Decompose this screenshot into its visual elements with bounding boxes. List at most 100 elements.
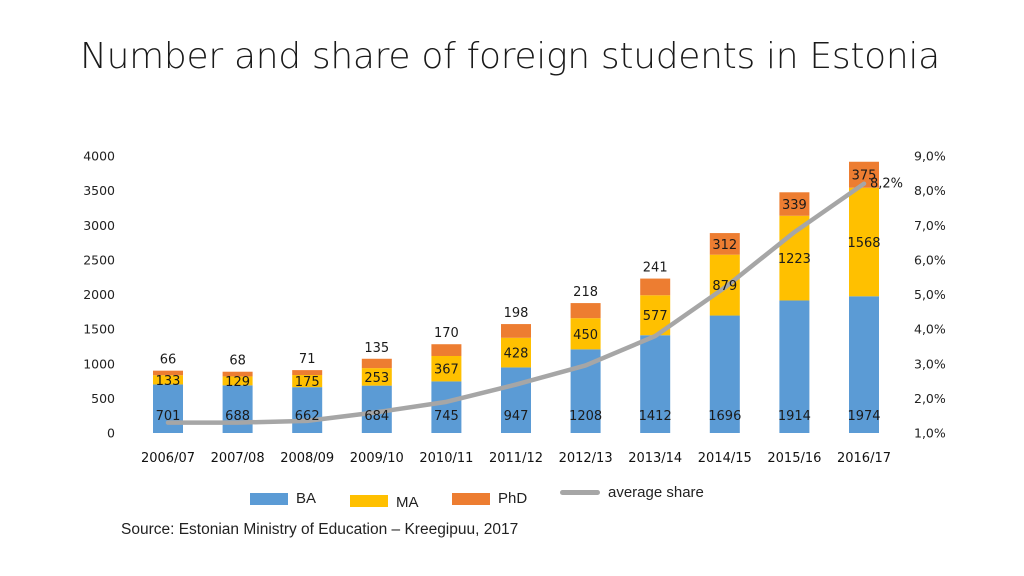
y2-tick-label: 2,0%	[914, 391, 946, 406]
bar-segment-ma	[431, 355, 462, 382]
bar-segment-ma	[570, 318, 601, 350]
bar-segment-ma	[222, 376, 253, 386]
legend-swatch-average-share	[560, 490, 600, 495]
data-label-ba: 947	[504, 409, 529, 424]
x-tick-label: 2016/17	[837, 451, 891, 466]
data-label-ma: 450	[573, 328, 598, 343]
y2-tick-label: 3,0%	[914, 356, 946, 371]
legend: BA MA PhD average share	[0, 484, 1024, 511]
data-label-ma: 129	[225, 375, 250, 390]
data-label-ma: 133	[156, 374, 181, 389]
data-label-ma: 1568	[847, 236, 880, 251]
x-tick-label: 2006/07	[141, 451, 195, 466]
y-tick-label: 2500	[83, 252, 115, 267]
bar-segment-ba	[153, 384, 183, 433]
y2-tick-label: 8,0%	[914, 183, 946, 198]
bar-segment-ma	[849, 187, 879, 297]
y2-tick-label: 9,0%	[914, 149, 946, 164]
legend-swatch-ba	[250, 492, 288, 505]
bar-segment-ba	[222, 385, 253, 433]
bar-segment-phd	[779, 192, 810, 216]
data-label-phd: 66	[160, 353, 177, 368]
data-label-phd: 339	[782, 198, 807, 213]
y2-tick-label: 4,0%	[914, 322, 946, 337]
bar-segment-ma	[292, 375, 323, 388]
bar-segment-ma	[361, 368, 392, 386]
y-tick-label: 4000	[83, 149, 115, 164]
data-label-ba: 1412	[639, 409, 672, 424]
bar-segment-phd	[709, 233, 740, 255]
legend-item-ma: MA	[350, 490, 419, 511]
legend-item-average-share: average share	[560, 484, 704, 501]
data-label-phd: 312	[712, 238, 737, 253]
data-label-ma: 428	[504, 347, 529, 362]
bar-segment-phd	[640, 278, 671, 296]
data-label-ba: 1208	[569, 409, 602, 424]
data-label-ma: 367	[434, 363, 459, 378]
data-label-phd: 198	[504, 306, 529, 321]
bar-segment-ba	[431, 381, 462, 433]
y-tick-label: 500	[91, 391, 115, 406]
data-label-ba: 745	[434, 409, 459, 424]
legend-swatch-phd	[452, 492, 490, 505]
data-label-ba: 1914	[778, 409, 811, 424]
x-tick-label: 2008/09	[280, 451, 334, 466]
x-tick-label: 2012/13	[559, 451, 613, 466]
bar-segment-phd	[361, 358, 392, 369]
data-label-ma: 253	[364, 371, 389, 386]
data-label-phd: 241	[643, 261, 668, 276]
bar-segment-phd	[431, 344, 462, 356]
y-tick-label: 2000	[83, 287, 115, 302]
data-label-phd: 170	[434, 326, 459, 341]
x-tick-label: 2009/10	[350, 451, 404, 466]
bar-segment-ba	[709, 315, 740, 433]
y2-tick-label: 5,0%	[914, 287, 946, 302]
x-tick-label: 2015/16	[767, 451, 821, 466]
legend-label-phd: PhD	[498, 490, 528, 507]
bar-segment-ba	[640, 335, 671, 433]
y2-tick-label: 7,0%	[914, 218, 946, 233]
y-tick-label: 3500	[83, 183, 115, 198]
y-tick-label: 3000	[83, 218, 115, 233]
data-label-phd: 71	[299, 352, 316, 367]
bar-segment-ba	[849, 296, 879, 433]
legend-item-ba: BA	[250, 490, 316, 507]
y-tick-label: 0	[107, 426, 115, 441]
y-tick-label: 1000	[83, 356, 115, 371]
legend-swatch-ma	[350, 494, 388, 507]
data-label-phd: 218	[573, 285, 598, 300]
bar-segment-phd	[570, 303, 601, 319]
legend-item-phd: PhD	[452, 490, 527, 507]
data-label-ba: 1696	[708, 409, 741, 424]
average-share-line	[165, 181, 867, 425]
y2-tick-label: 6,0%	[914, 252, 946, 267]
average-share-end-label: 8,2%	[870, 177, 903, 192]
y2-tick-label: 1,0%	[914, 426, 946, 441]
data-label-phd: 375	[852, 169, 877, 184]
data-label-phd: 68	[229, 354, 246, 369]
x-tick-label: 2010/11	[419, 451, 473, 466]
bar-segment-ba	[779, 300, 810, 433]
bar-segment-phd	[222, 371, 253, 377]
bar-segment-ba	[292, 387, 323, 433]
stacked-bar-chart: 0 500 1000 1500 2000 2500 3000 3500 4000 1,0% 2,0%…	[83, 149, 946, 467]
bar-segment-ma	[153, 375, 183, 385]
legend-label-ba: BA	[296, 490, 317, 507]
data-label-ma: 1223	[778, 252, 811, 267]
data-label-ba: 662	[295, 409, 320, 424]
bar-segment-ba	[501, 367, 531, 433]
bar-segment-phd	[153, 370, 183, 376]
bar-segment-phd	[292, 370, 323, 376]
data-label-ba: 1974	[847, 409, 880, 424]
data-label-ma: 879	[712, 279, 737, 294]
bar-segment-phd	[501, 324, 531, 338]
x-tick-label: 2011/12	[489, 451, 543, 466]
chart-title: Number and share of foreign students in …	[80, 36, 940, 77]
x-tick-label: 2014/15	[698, 451, 752, 466]
data-label-ba: 701	[156, 409, 181, 424]
x-tick-label: 2007/08	[211, 451, 265, 466]
source-note: Source: Estonian Ministry of Education –…	[121, 521, 519, 538]
data-label-ma: 577	[643, 309, 668, 324]
y-tick-label: 1500	[83, 322, 115, 337]
legend-label-ma: MA	[396, 494, 419, 511]
